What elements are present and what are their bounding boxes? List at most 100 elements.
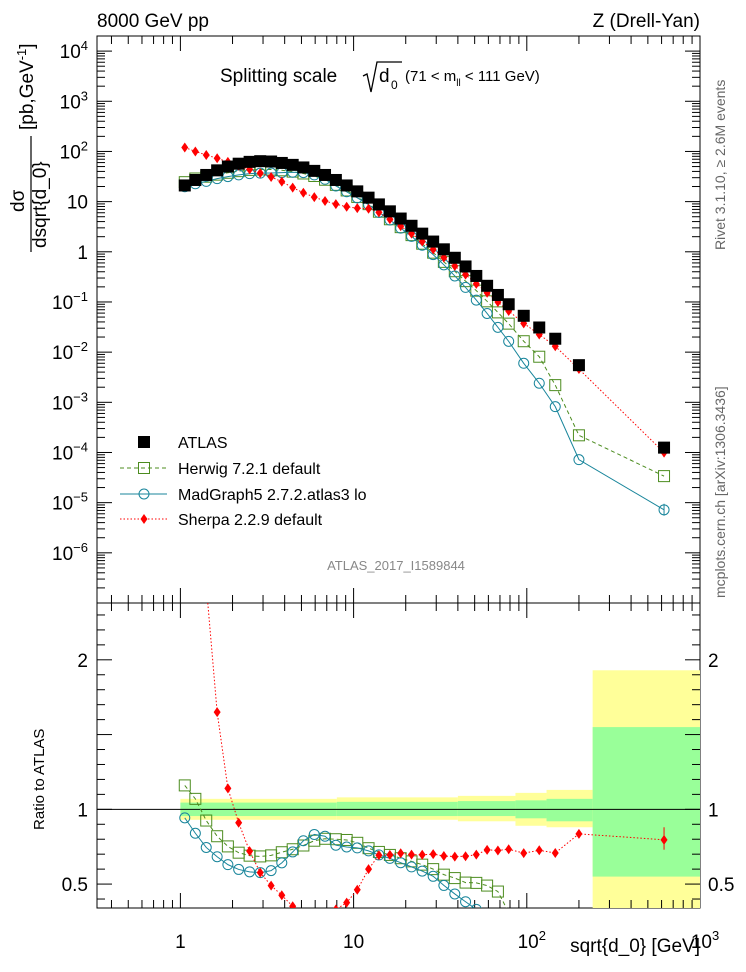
ylabel-numerator: dσ (8, 189, 29, 212)
y-tick-label: 10 (67, 193, 88, 214)
data-point (517, 309, 530, 322)
data-point (297, 161, 310, 174)
madgraph-point (222, 859, 234, 871)
x-tick-label: 102 (518, 928, 546, 953)
sherpa-point (267, 171, 275, 182)
analysis-watermark: ATLAS_2017_I1589844 (327, 558, 465, 573)
madgraph-point (308, 828, 320, 840)
band-green (457, 801, 516, 817)
sherpa-point (451, 851, 459, 862)
series-sherpa (207, 603, 668, 908)
data-point (427, 235, 440, 248)
madgraph-point (481, 307, 493, 319)
sherpa-point (520, 848, 528, 859)
data-point (405, 219, 418, 232)
madgraph-point (179, 812, 191, 824)
madgraph-point (330, 839, 342, 851)
sherpa-point (494, 845, 502, 856)
title-sqrt-sub: 0 (391, 78, 398, 92)
data-point (178, 179, 191, 192)
data-point (243, 155, 256, 168)
madgraph-point (460, 281, 472, 293)
data-point (319, 168, 332, 181)
madgraph-point (319, 830, 331, 842)
sherpa-point (213, 153, 221, 164)
sherpa-point (343, 201, 351, 212)
data-point (470, 269, 483, 282)
sherpa-point (418, 849, 426, 860)
madgraph-point (341, 841, 353, 853)
herwig-point (200, 814, 213, 827)
data-point (448, 251, 461, 264)
legend-label: MadGraph5 2.7.2.atlas3 lo (178, 487, 367, 504)
y-tick-label: 104 (60, 38, 88, 63)
sherpa-point (353, 203, 361, 214)
madgraph-point (287, 846, 299, 858)
sherpa-point (202, 149, 210, 160)
sherpa-point (140, 514, 148, 524)
sherpa-point (267, 880, 275, 891)
sherpa-point (289, 182, 297, 193)
data-point (491, 288, 504, 301)
madgraph-point (363, 845, 375, 857)
sherpa-point (235, 817, 243, 828)
y-tick-label: 10−3 (52, 389, 88, 414)
herwig-point (138, 462, 150, 474)
herwig-point (211, 830, 224, 843)
series-line (207, 603, 665, 908)
sherpa-point (575, 828, 583, 839)
herwig-point (502, 317, 515, 330)
data-point (138, 436, 150, 448)
sherpa-point (191, 146, 199, 157)
x-tick-label: 10 (343, 932, 364, 953)
madgraph-point (492, 321, 504, 333)
sherpa-point (310, 192, 318, 203)
data-point (383, 205, 396, 218)
sherpa-point (535, 845, 543, 856)
sherpa-point (333, 904, 339, 908)
data-point (221, 160, 234, 173)
chart-title: Splitting scale (220, 66, 337, 87)
data-point (211, 164, 224, 177)
madgraph-point (351, 842, 363, 854)
herwig-point (178, 779, 191, 792)
herwig-point (221, 840, 234, 853)
sherpa-point (365, 864, 373, 875)
herwig-point (549, 379, 562, 392)
y-tick-label: 10−1 (52, 289, 88, 314)
title-sqrt-arg: d (379, 66, 390, 87)
data-point (308, 164, 321, 177)
madgraph-point (265, 865, 277, 877)
ratio-series (178, 603, 668, 908)
sherpa-point (278, 890, 286, 901)
ratio-y-tick-label-right: 2 (708, 651, 719, 672)
madgraph-point (406, 861, 418, 873)
data-point (286, 158, 299, 171)
y-tick-label: 10−6 (52, 540, 88, 565)
herwig-point (189, 792, 202, 805)
sherpa-point (278, 176, 286, 187)
rivet-label: Rivet 3.1.10, ≥ 2.6M events (712, 80, 728, 250)
ratio-y-tick-label-right: 0.5 (708, 875, 734, 896)
sherpa-point (213, 707, 221, 718)
madgraph-point (460, 896, 472, 908)
y-tick-label: 103 (60, 88, 88, 113)
ratio-uncertainty-bands (180, 670, 700, 908)
data-point (533, 321, 546, 334)
data-point (437, 243, 450, 256)
sherpa-point (181, 142, 189, 153)
madgraph-point (211, 851, 223, 863)
ylabel-unit: [pb,GeV-1] (14, 43, 38, 130)
series-madgraph (179, 812, 482, 908)
data-point (658, 441, 671, 454)
header-left: 8000 GeV pp (97, 11, 209, 32)
y-tick-label: 10−2 (52, 339, 88, 364)
ylabel-denominator: dsqrt{d_0} (30, 161, 51, 248)
data-point (232, 157, 245, 170)
data-point (459, 260, 472, 273)
data-point (329, 173, 342, 186)
data-point (502, 298, 515, 311)
y-tick-label: 10−5 (52, 490, 88, 515)
sherpa-point (332, 199, 340, 210)
